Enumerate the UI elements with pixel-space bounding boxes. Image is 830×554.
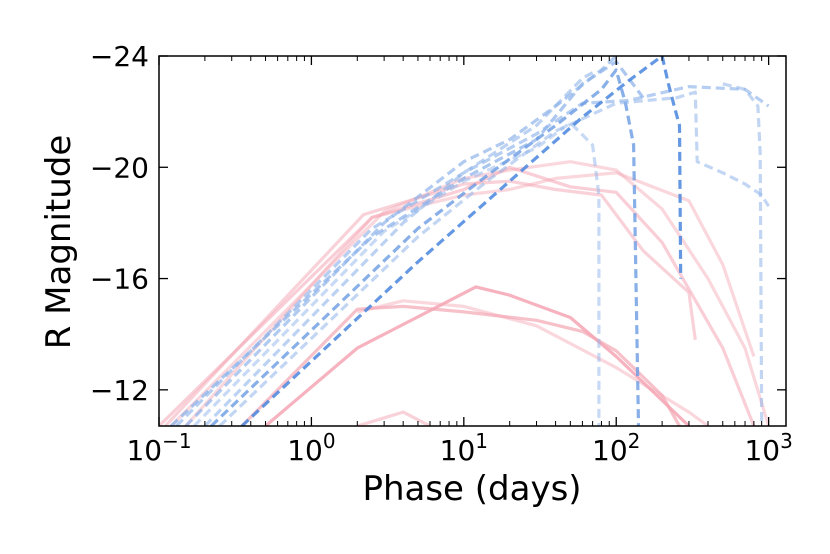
- x-tick-label: 10−1: [126, 429, 191, 467]
- x-tick-label: 100: [287, 429, 335, 467]
- plot-frame: [158, 55, 787, 427]
- series-line-pink-8: [356, 410, 431, 426]
- y-tick-label: −24: [90, 40, 149, 73]
- y-tick-label: −12: [90, 374, 149, 407]
- y-tick-label: −20: [90, 151, 149, 184]
- series-line-blue-1: [170, 60, 645, 426]
- series-line-pink-7: [356, 299, 709, 426]
- series-line-blue-8: [240, 56, 664, 426]
- series-group: [159, 56, 771, 426]
- x-tick-label: 102: [592, 429, 640, 467]
- series-line-blue-4: [192, 121, 601, 426]
- series-line-blue-5: [203, 71, 594, 426]
- x-tick-label: 101: [440, 429, 488, 467]
- series-line-blue-6: [210, 68, 641, 426]
- series-line-pink-4: [184, 171, 756, 426]
- x-axis-title: Phase (days): [362, 469, 581, 509]
- x-tick-label: 103: [744, 429, 792, 467]
- y-axis-ticks: −24 −20 −16 −12: [90, 40, 786, 407]
- series-line-blue-9: [660, 56, 683, 279]
- series-line-blue-10: [722, 82, 764, 426]
- series-line-blue-7: [218, 90, 770, 426]
- series-line-pink-5: [264, 285, 691, 426]
- y-tick-label: −16: [90, 263, 149, 296]
- x-axis-ticks: 10−1 100 101 102 103: [126, 56, 793, 467]
- series-line-pink-6: [240, 304, 681, 426]
- series-line-blue-3: [184, 56, 618, 426]
- series-line-pink-3: [164, 179, 697, 426]
- y-axis-title: R Magnitude: [39, 135, 79, 350]
